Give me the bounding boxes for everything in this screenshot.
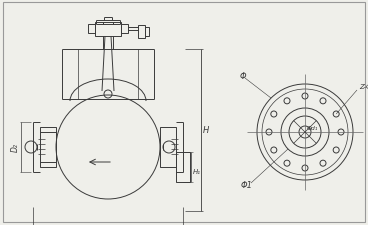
Text: H₁: H₁	[193, 168, 201, 174]
Bar	[95, 23, 121, 37]
Text: Φ: Φ	[240, 72, 246, 81]
Text: Φ1: Φ1	[241, 181, 253, 190]
Bar	[145, 28, 149, 37]
Bar	[160, 127, 176, 167]
Text: H: H	[203, 126, 209, 135]
Bar	[138, 26, 145, 39]
Bar	[88, 25, 95, 34]
Bar	[176, 152, 190, 182]
Bar	[121, 25, 128, 34]
Text: Φd₁: Φd₁	[307, 126, 318, 130]
Text: Z-Φd: Z-Φd	[359, 84, 368, 90]
Text: D₂: D₂	[11, 143, 20, 152]
Bar	[40, 127, 56, 167]
